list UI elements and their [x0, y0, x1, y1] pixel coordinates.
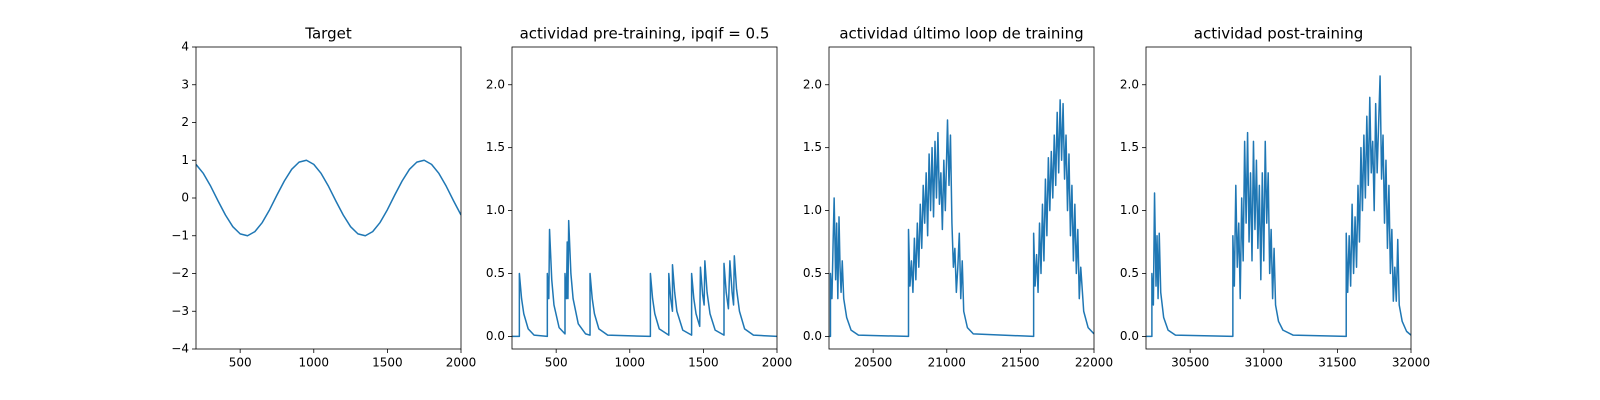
y-tick-label: 0.5 [486, 266, 505, 280]
y-tick-label: 1.5 [486, 140, 505, 154]
x-tick-label: 1000 [615, 356, 646, 370]
x-tick-label: 32000 [1392, 356, 1430, 370]
y-tick-label: 3 [181, 77, 189, 91]
subplot-title: actividad post-training [1194, 25, 1363, 43]
x-tick-label: 31000 [1245, 356, 1283, 370]
y-tick-label: 1.5 [1120, 140, 1139, 154]
x-tick-label: 2000 [762, 356, 793, 370]
data-line [512, 219, 777, 338]
y-tick-label: 0.0 [486, 329, 505, 343]
axes-frame [195, 46, 462, 350]
subplot-title: actividad pre-training, ipqif = 0.5 [520, 25, 770, 43]
x-tick-label: 21500 [1001, 356, 1039, 370]
y-tick-label: 1 [181, 153, 189, 167]
x-tick-label: 1500 [372, 356, 403, 370]
data-line [829, 99, 1094, 338]
y-tick-label: 1.0 [486, 203, 505, 217]
y-tick-label: 1.0 [1120, 203, 1139, 217]
y-tick-label: −4 [171, 342, 189, 356]
y-tick-label: 0.0 [1120, 329, 1139, 343]
data-line [1146, 75, 1411, 338]
x-tick-label: 20500 [854, 356, 892, 370]
x-tick-label: 21000 [928, 356, 966, 370]
y-tick-label: 0 [181, 191, 189, 205]
y-tick-label: 2.0 [1120, 77, 1139, 91]
axes-frame [1145, 46, 1412, 350]
x-tick-label: 31500 [1318, 356, 1356, 370]
y-tick-label: −1 [171, 228, 189, 242]
subplot-title: actividad último loop de training [839, 25, 1083, 43]
y-tick-label: −2 [171, 266, 189, 280]
x-tick-label: 500 [229, 356, 252, 370]
y-tick-label: 2.0 [803, 77, 822, 91]
x-tick-label: 500 [545, 356, 568, 370]
axes-frame [828, 46, 1095, 350]
x-tick-label: 1500 [688, 356, 719, 370]
y-tick-label: 2.0 [486, 77, 505, 91]
y-tick-label: −3 [171, 304, 189, 318]
subplot-title: Target [304, 25, 352, 43]
y-tick-label: 1.5 [803, 140, 822, 154]
y-tick-label: 0.0 [803, 329, 822, 343]
y-tick-label: 2 [181, 115, 189, 129]
x-tick-label: 1000 [299, 356, 330, 370]
x-tick-label: 30500 [1171, 356, 1209, 370]
y-tick-label: 0.5 [803, 266, 822, 280]
y-tick-label: 4 [181, 40, 189, 54]
y-tick-label: 0.5 [1120, 266, 1139, 280]
x-tick-label: 2000 [446, 356, 477, 370]
data-line [196, 159, 461, 237]
x-tick-label: 22000 [1075, 356, 1113, 370]
y-tick-label: 1.0 [803, 203, 822, 217]
axes-frame [511, 46, 778, 350]
